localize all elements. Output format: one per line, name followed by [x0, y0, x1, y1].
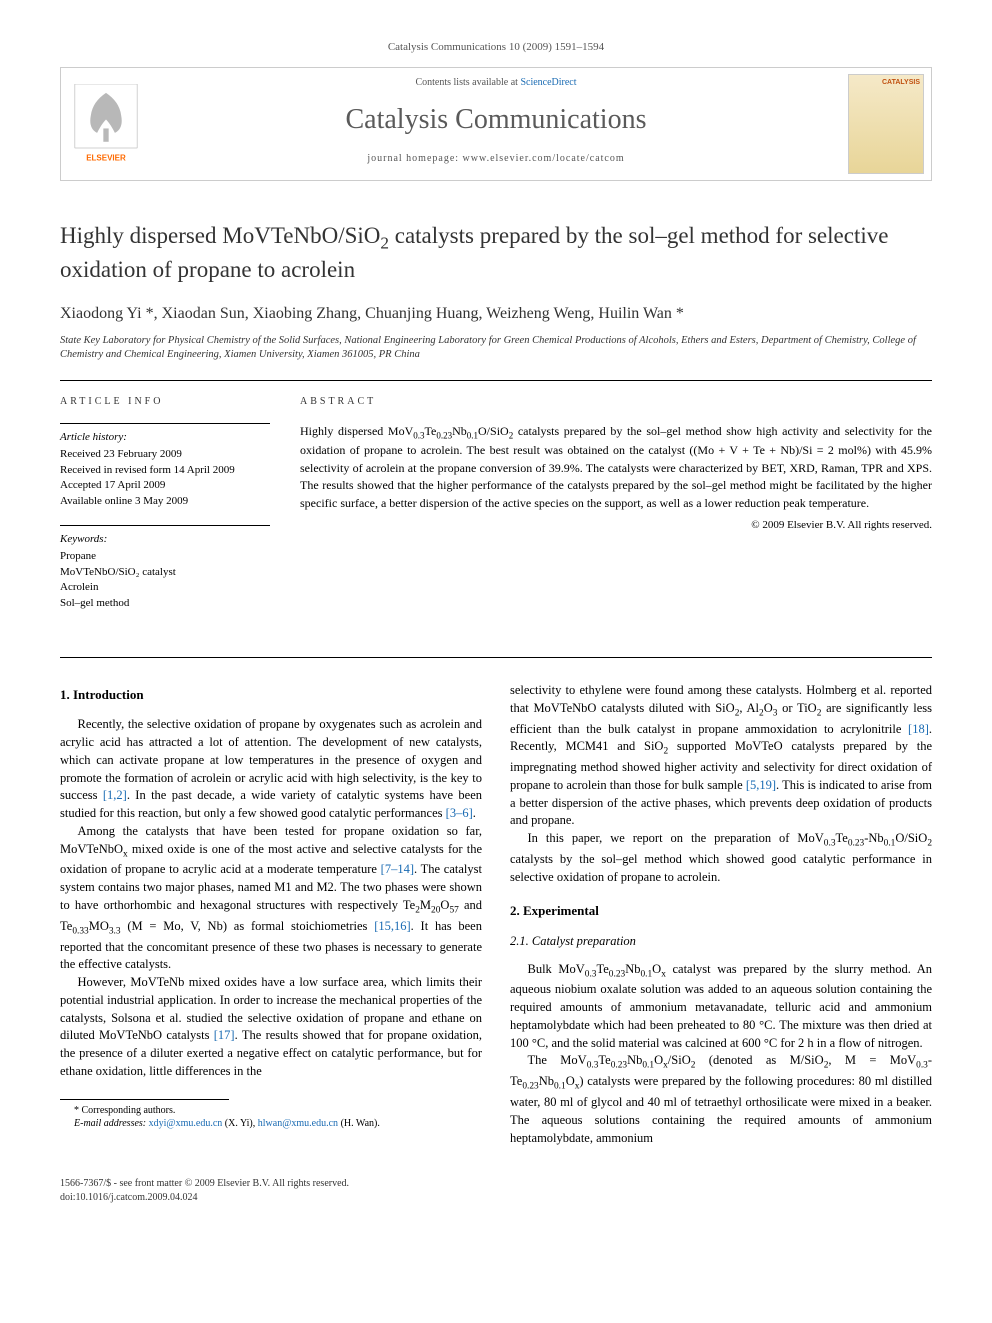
section-divider: [60, 657, 932, 658]
footer-left: 1566-7367/$ - see front matter © 2009 El…: [60, 1177, 349, 1205]
keyword: MoVTeNbO/SiO₂ catalyst: [60, 565, 270, 580]
article-title: Highly dispersed MoVTeNbO/SiO2 catalysts…: [60, 221, 932, 285]
email-link[interactable]: xdyi@xmu.edu.cn: [149, 1118, 223, 1129]
body-paragraph: selectivity to ethylene were found among…: [510, 682, 932, 830]
section-heading-intro: 1. Introduction: [60, 686, 482, 704]
abstract-col: ABSTRACT Highly dispersed MoV0.3Te0.23Nb…: [300, 395, 932, 627]
abstract-heading: ABSTRACT: [300, 395, 932, 409]
contents-prefix: Contents lists available at: [415, 77, 520, 88]
body-paragraph: Bulk MoV0.3Te0.23Nb0.1Ox catalyst was pr…: [510, 961, 932, 1053]
history-line: Received in revised form 14 April 2009: [60, 463, 270, 478]
elsevier-tree-icon: ELSEVIER: [71, 84, 141, 164]
page-footer: 1566-7367/$ - see front matter © 2009 El…: [60, 1177, 932, 1205]
article-info-col: ARTICLE INFO Article history: Received 2…: [60, 395, 270, 627]
journal-homepage: journal homepage: www.elsevier.com/locat…: [151, 152, 841, 166]
section-heading-experimental: 2. Experimental: [510, 902, 932, 920]
keyword: Acrolein: [60, 580, 270, 595]
history-line: Available online 3 May 2009: [60, 494, 270, 509]
body-paragraph: The MoV0.3Te0.23Nb0.1Ox/SiO2 (denoted as…: [510, 1052, 932, 1147]
subsection-heading: 2.1. Catalyst preparation: [510, 933, 932, 951]
email-footnote: E-mail addresses: xdyi@xmu.edu.cn (X. Yi…: [60, 1117, 482, 1130]
svg-text:ELSEVIER: ELSEVIER: [86, 154, 126, 163]
elsevier-logo: ELSEVIER: [61, 68, 151, 180]
header-citation: Catalysis Communications 10 (2009) 1591–…: [60, 40, 932, 55]
affiliation: State Key Laboratory for Physical Chemis…: [60, 334, 932, 362]
history-line: Received 23 February 2009: [60, 447, 270, 462]
email-name: (H. Wan).: [338, 1118, 380, 1129]
header-center: Contents lists available at ScienceDirec…: [151, 68, 841, 180]
cover-image: CATALYSIS: [848, 74, 924, 174]
authors-list: Xiaodong Yi *, Xiaodan Sun, Xiaobing Zha…: [60, 303, 932, 325]
journal-cover-thumb: CATALYSIS: [841, 68, 931, 180]
abstract-text: Highly dispersed MoV0.3Te0.23Nb0.1O/SiO2…: [300, 423, 932, 512]
body-paragraph: In this paper, we report on the preparat…: [510, 830, 932, 886]
keywords-subheading: Keywords:: [60, 532, 270, 547]
abstract-copyright: © 2009 Elsevier B.V. All rights reserved…: [300, 518, 932, 533]
body-paragraph: Recently, the selective oxidation of pro…: [60, 716, 482, 823]
article-info-heading: ARTICLE INFO: [60, 395, 270, 409]
history-subheading: Article history:: [60, 430, 270, 445]
body-paragraph: However, MoVTeNb mixed oxides have a low…: [60, 974, 482, 1081]
history-line: Accepted 17 April 2009: [60, 478, 270, 493]
info-abstract-row: ARTICLE INFO Article history: Received 2…: [60, 380, 932, 627]
keyword: Sol–gel method: [60, 596, 270, 611]
body-paragraph: Among the catalysts that have been teste…: [60, 823, 482, 974]
email-label: E-mail addresses:: [74, 1118, 149, 1129]
journal-name: Catalysis Communications: [151, 100, 841, 139]
footnote-separator: [60, 1099, 229, 1100]
email-name: (X. Yi),: [222, 1118, 257, 1129]
email-link[interactable]: hlwan@xmu.edu.cn: [258, 1118, 338, 1129]
footer-copyright: 1566-7367/$ - see front matter © 2009 El…: [60, 1177, 349, 1191]
sciencedirect-link[interactable]: ScienceDirect: [520, 77, 576, 88]
keywords-block: Keywords: Propane MoVTeNbO/SiO₂ catalyst…: [60, 525, 270, 611]
corresponding-footnote: * Corresponding authors.: [60, 1104, 482, 1117]
keyword: Propane: [60, 549, 270, 564]
body-columns: 1. Introduction Recently, the selective …: [60, 682, 932, 1147]
journal-header-box: ELSEVIER Contents lists available at Sci…: [60, 67, 932, 181]
contents-available: Contents lists available at ScienceDirec…: [151, 76, 841, 90]
article-history-block: Article history: Received 23 February 20…: [60, 423, 270, 509]
footer-doi: doi:10.1016/j.catcom.2009.04.024: [60, 1191, 349, 1205]
